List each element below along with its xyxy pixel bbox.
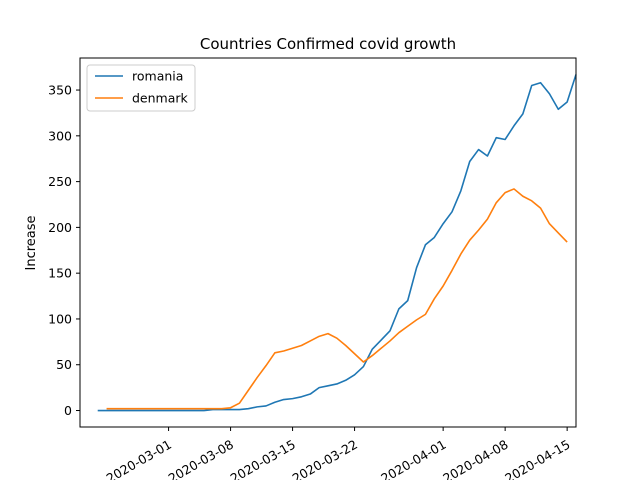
chart-title: Countries Confirmed covid growth: [200, 35, 456, 53]
plot-lines: [97, 74, 577, 412]
y-tick-label: 250: [48, 174, 72, 189]
y-tick-label: 300: [48, 128, 72, 143]
y-tick-label: 100: [48, 311, 72, 326]
y-tick-label: 200: [48, 220, 72, 235]
series-line-denmark: [106, 188, 568, 410]
y-tick-label: 350: [48, 83, 72, 98]
legend-label-romania: romania: [132, 69, 183, 84]
y-axis: 0 50 100 150 200 250 300 350: [48, 83, 80, 418]
plot-frame: [79, 57, 577, 428]
y-tick-label: 50: [56, 357, 72, 372]
legend: romania denmark: [86, 64, 196, 112]
y-tick-label: 0: [64, 403, 72, 418]
legend-label-denmark: denmark: [132, 91, 189, 106]
y-tick-label: 150: [48, 266, 72, 281]
series-line-romania: [97, 74, 577, 412]
y-axis-title: Increase: [24, 215, 39, 270]
